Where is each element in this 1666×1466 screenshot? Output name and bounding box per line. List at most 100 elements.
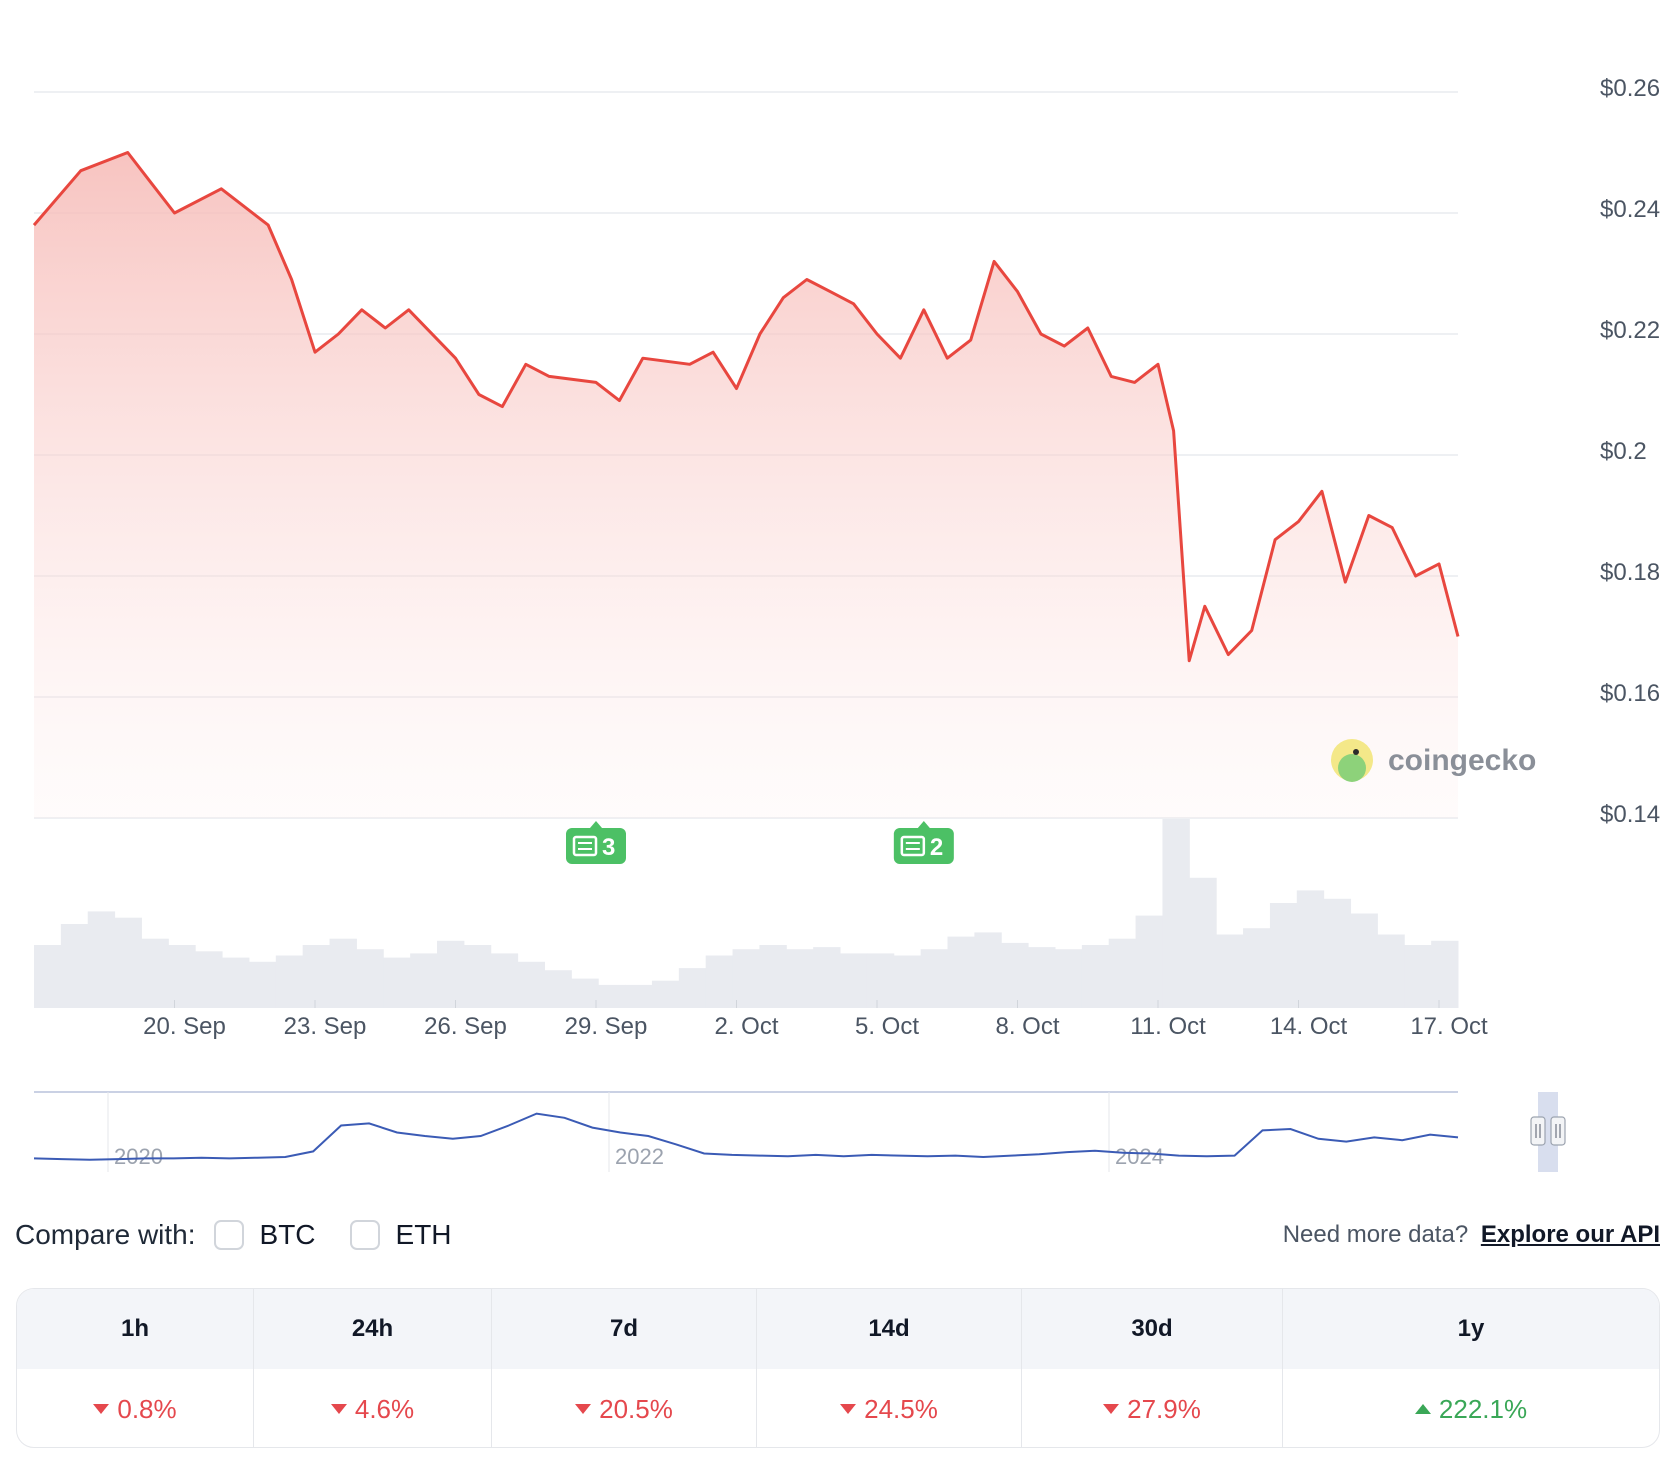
volume-bar bbox=[1404, 945, 1432, 1008]
btc-compare-checkbox[interactable] bbox=[213, 1220, 244, 1250]
volume-bar bbox=[329, 938, 357, 1008]
volume-bar bbox=[1243, 928, 1271, 1008]
navigator-selected-range[interactable] bbox=[1538, 1092, 1558, 1172]
volume-bar bbox=[840, 953, 868, 1008]
compare-row: Compare with: BTC ETH Need more data? Ex… bbox=[15, 1210, 1660, 1260]
navigator-handle[interactable] bbox=[1530, 1116, 1546, 1146]
down-arrow-icon bbox=[93, 1404, 110, 1414]
change-cell-30d: 27.9% bbox=[1022, 1369, 1283, 1447]
volume-bar bbox=[1081, 945, 1110, 1008]
volume-bar bbox=[974, 932, 1002, 1008]
explore-api-link[interactable]: Explore our API bbox=[1480, 1221, 1660, 1248]
volume-bar bbox=[813, 947, 841, 1008]
price-line bbox=[32, 151, 1460, 663]
volume-bar bbox=[1108, 938, 1137, 1008]
volume-bar bbox=[1431, 940, 1459, 1008]
change-value-24h: 4.6% bbox=[354, 1393, 415, 1424]
range-navigator[interactable]: 2020 2022 2024 bbox=[33, 1091, 1566, 1172]
news-badge[interactable]: 3 bbox=[566, 821, 626, 864]
performance-header-row: 1h 24h 7d 14d 30d 1y bbox=[17, 1289, 1659, 1369]
btc-compare-label[interactable]: BTC bbox=[259, 1219, 316, 1250]
volume-bar bbox=[248, 961, 277, 1008]
api-prompt-text: Need more data? bbox=[1282, 1221, 1469, 1248]
y-tick-label: $0.22 bbox=[1600, 317, 1660, 344]
eth-compare-checkbox[interactable] bbox=[349, 1220, 380, 1250]
down-arrow-icon bbox=[840, 1404, 857, 1414]
change-value-1y: 222.1% bbox=[1438, 1393, 1528, 1424]
watermark-text: coingecko bbox=[1388, 744, 1536, 777]
api-prompt: Need more data? Explore our API bbox=[1283, 1221, 1660, 1249]
x-tick-label: 11. Oct bbox=[1130, 1013, 1206, 1040]
navigator-handle[interactable] bbox=[1550, 1116, 1566, 1146]
volume-bar bbox=[786, 949, 814, 1008]
change-value-30d: 27.9% bbox=[1127, 1393, 1201, 1424]
change-cell-24h: 4.6% bbox=[254, 1369, 492, 1447]
volume-bar bbox=[195, 951, 223, 1008]
period-header-1h: 1h bbox=[17, 1289, 254, 1369]
compare-label: Compare with: bbox=[15, 1219, 196, 1250]
volume-bar bbox=[356, 949, 384, 1008]
x-tick-label: 5. Oct bbox=[855, 1013, 919, 1040]
price-area-fill bbox=[34, 152, 1458, 818]
volume-bar bbox=[866, 953, 895, 1008]
change-cell-1y: 222.1% bbox=[1283, 1369, 1659, 1447]
volume-bar bbox=[1269, 903, 1298, 1008]
price-area bbox=[34, 152, 1458, 818]
volume-bar bbox=[1350, 913, 1378, 1008]
volume-bar bbox=[1323, 898, 1352, 1008]
news-badge-pointer bbox=[590, 821, 602, 828]
x-tick-label: 17. Oct bbox=[1410, 1013, 1488, 1040]
volume-bar bbox=[517, 961, 545, 1008]
y-tick-label: $0.26 bbox=[1600, 75, 1660, 102]
y-tick-label: $0.2 bbox=[1600, 438, 1647, 465]
y-tick-label: $0.24 bbox=[1600, 196, 1660, 223]
volume-bar bbox=[1028, 947, 1056, 1008]
eth-compare-label[interactable]: ETH bbox=[395, 1219, 452, 1250]
performance-table: 1h 24h 7d 14d 30d 1y 0.8% 4.6% 20.5% 24.… bbox=[16, 1288, 1660, 1448]
x-tick-label: 26. Sep bbox=[424, 1013, 507, 1040]
down-arrow-icon bbox=[330, 1404, 347, 1414]
newspaper-icon bbox=[900, 835, 926, 857]
price-line-group bbox=[32, 151, 1460, 663]
x-tick-label: 23. Sep bbox=[284, 1013, 367, 1040]
volume-bar bbox=[410, 953, 438, 1008]
navigator-line bbox=[33, 1112, 1459, 1161]
x-tick-label: 20. Sep bbox=[143, 1013, 226, 1040]
price-chart-svg[interactable]: $0.26 $0.24 $0.22 $0.2 $0.18 $0.16 $0.14 20. S… bbox=[0, 0, 1666, 1180]
period-header-14d: 14d bbox=[757, 1289, 1022, 1369]
volume-bar bbox=[34, 945, 62, 1008]
performance-values-row: 0.8% 4.6% 20.5% 24.5% 27.9% 222.1% bbox=[17, 1369, 1659, 1447]
volume-bar bbox=[463, 945, 492, 1008]
volume-bars bbox=[34, 819, 1459, 1008]
change-cell-7d: 20.5% bbox=[492, 1369, 757, 1447]
volume-bar bbox=[490, 953, 519, 1008]
coingecko-watermark: coingecko bbox=[1331, 739, 1536, 782]
volume-bar bbox=[651, 980, 680, 1008]
change-cell-14d: 24.5% bbox=[757, 1369, 1022, 1447]
x-axis-labels: 20. Sep 23. Sep 26. Sep 29. Sep 2. Oct 5. Oct… bbox=[143, 1000, 1488, 1040]
volume-bar bbox=[302, 945, 331, 1008]
volume-bar bbox=[87, 911, 116, 1008]
change-value-7d: 20.5% bbox=[599, 1393, 673, 1424]
volume-bar bbox=[1162, 819, 1190, 1008]
period-header-1y: 1y bbox=[1457, 1315, 1485, 1342]
volume-bar bbox=[759, 945, 787, 1008]
newspaper-icon bbox=[572, 835, 598, 857]
volume-bar bbox=[437, 940, 465, 1008]
volume-bar bbox=[678, 968, 707, 1008]
news-badge-count: 3 bbox=[602, 834, 615, 861]
news-badge[interactable]: 2 bbox=[893, 821, 954, 864]
x-tick-label: 2. Oct bbox=[714, 1013, 778, 1040]
volume-bar bbox=[1377, 934, 1405, 1008]
y-axis-labels: $0.26 $0.24 $0.22 $0.2 $0.18 $0.16 $0.14 bbox=[1600, 75, 1660, 828]
volume-bar bbox=[1001, 942, 1029, 1008]
navigator-year-label: 2022 bbox=[615, 1144, 664, 1169]
volume-bar bbox=[893, 955, 922, 1008]
y-tick-label: $0.18 bbox=[1600, 559, 1660, 586]
gecko-logo-body bbox=[1338, 754, 1366, 782]
gecko-logo-eye bbox=[1353, 749, 1359, 755]
change-value-14d: 24.5% bbox=[864, 1393, 938, 1424]
price-chart[interactable]: $0.26 $0.24 $0.22 $0.2 $0.18 $0.16 $0.14 20. S… bbox=[0, 0, 1666, 1180]
volume-bar bbox=[920, 949, 949, 1008]
